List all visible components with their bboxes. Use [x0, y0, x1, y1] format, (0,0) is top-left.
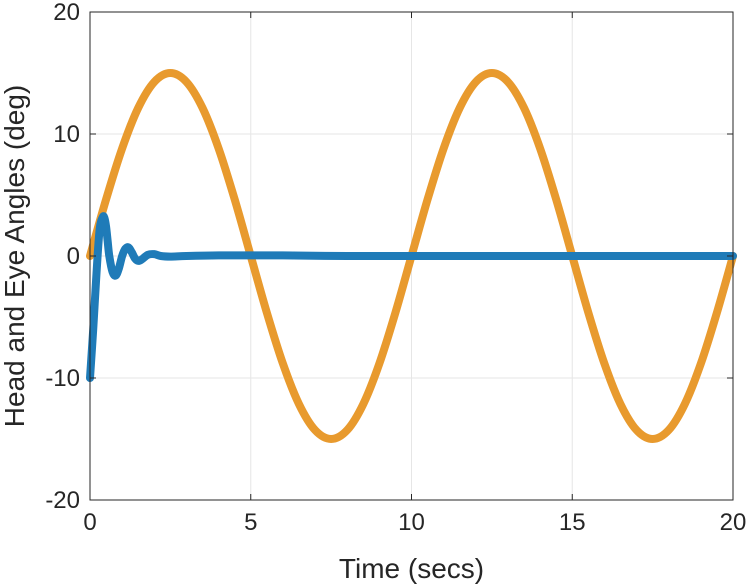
- x-tick-label: 0: [83, 509, 96, 536]
- ticks: 0 5 10 15 20 -20 -10 0 10 20: [45, 0, 746, 536]
- y-axis-label: Head and Eye Angles (deg): [0, 85, 30, 427]
- x-tick-label: 5: [244, 509, 257, 536]
- y-tick-label: 10: [53, 121, 80, 148]
- x-tick-label: 10: [398, 509, 425, 536]
- x-tick-label: 15: [559, 509, 586, 536]
- series-layer: [86, 69, 737, 443]
- series-line-2: [86, 212, 737, 382]
- y-tick-label: -20: [45, 487, 80, 514]
- y-tick-label: 20: [53, 0, 80, 26]
- x-tick-label: 20: [720, 509, 747, 536]
- x-axis-label: Time (secs): [339, 553, 484, 584]
- y-tick-label: 0: [67, 243, 80, 270]
- y-tick-label: -10: [45, 365, 80, 392]
